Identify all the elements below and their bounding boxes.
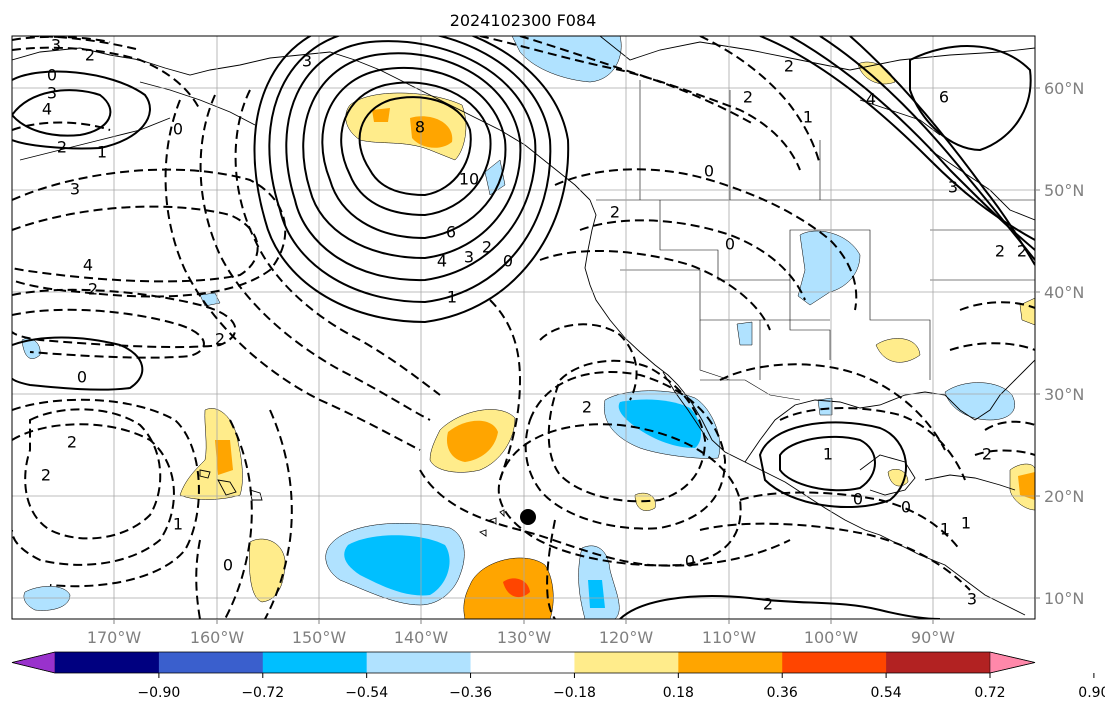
contour-label: 0 (725, 235, 735, 254)
contour-label: 0 (901, 498, 911, 517)
colorbar-tick-label: 0.54 (871, 685, 902, 701)
lat-tick-label: 10°N (1044, 589, 1084, 608)
borders (596, 80, 1035, 401)
colorbar-bin (782, 652, 887, 673)
contour-label: 1 (447, 288, 457, 307)
contour-label: 2 (85, 46, 95, 65)
contour-label: 1 (823, 445, 833, 464)
contour-label: 0 (223, 556, 233, 575)
colorbar-tick-label: −0.36 (449, 685, 492, 701)
colorbar-tick-label: 0.18 (663, 685, 694, 701)
colorbar-tick-label: 0.72 (974, 685, 1005, 701)
contour-label: 2 (482, 238, 492, 257)
lat-tick-label: 60°N (1044, 79, 1084, 98)
colorbar-tick-label: −0.72 (241, 685, 284, 701)
shading-layer (21, 36, 1035, 619)
contour-label: 0 (47, 66, 57, 85)
contour-label: 0 (77, 368, 87, 387)
colorbar-bin (55, 652, 160, 673)
colorbar-bin (470, 652, 575, 673)
contour-label: 1 (803, 108, 813, 127)
contour-label: 6 (446, 223, 456, 242)
contour-label: 3 (51, 36, 61, 55)
colorbar-tick-label: −0.18 (553, 685, 596, 701)
lon-tick-label: 120°W (599, 628, 654, 647)
positive-contours (12, 36, 1035, 619)
contour-label: 2 (784, 57, 794, 76)
contour-label: 2 (982, 445, 992, 464)
contour-label: 3 (967, 590, 977, 609)
lat-tick-label: 20°N (1044, 487, 1084, 506)
contour-label: 2 (743, 88, 753, 107)
contour-label: 4 (83, 256, 93, 275)
colorbar-bin (886, 652, 991, 673)
contour-label: 6 (939, 88, 949, 107)
lon-tick-label: 140°W (394, 628, 449, 647)
lon-tick-label: 160°W (190, 628, 245, 647)
lat-tick-label: 30°N (1044, 385, 1084, 404)
contour-label: 3 (948, 178, 958, 197)
contour-label: 2 (995, 242, 1005, 261)
colorbar-bin (262, 652, 368, 673)
colorbar-bin (366, 652, 472, 673)
colorbar-extend-high (989, 651, 1036, 674)
contour-label: 10 (459, 170, 479, 189)
lon-tick-label: 130°W (497, 628, 552, 647)
contour-label: 0 (704, 162, 714, 181)
colorbar-tick-label: −0.54 (345, 685, 388, 701)
contour-label: 3 (70, 180, 80, 199)
lon-tick-label: 110°W (702, 628, 757, 647)
lon-tick-label: 100°W (804, 628, 859, 647)
storm-center-marker (520, 509, 536, 525)
contour-label: 0 (503, 252, 513, 271)
contour-label: 1 (97, 143, 107, 162)
latitude-ticks: 60°N 50°N 40°N 30°N 20°N 10°N (1035, 79, 1084, 608)
lat-tick-label: 50°N (1044, 181, 1084, 200)
longitude-ticks: 170°W 160°W 150°W 140°W 130°W 120°W 110°W 100°W… (87, 619, 955, 647)
colorbar-ticks: −0.90 −0.72 −0.54 −0.36 −0.18 0.18 0.36 0.54 0.7… (137, 673, 1105, 701)
colorbar-bin (158, 652, 264, 673)
contour-label: 4 (42, 100, 52, 119)
contour-label: 1 (940, 520, 950, 539)
contour-label: 2 (1017, 242, 1027, 261)
contour-label: 2 (610, 203, 620, 222)
contour-label: 2 (215, 330, 225, 349)
contour-label: 4 (866, 90, 876, 109)
lat-tick-label: 40°N (1044, 283, 1084, 302)
map-title: 2024102300 F084 (450, 11, 597, 30)
negative-contours (12, 36, 1035, 619)
lon-tick-label: 150°W (292, 628, 347, 647)
contour-label: 2 (67, 433, 77, 452)
contour-label: 3 (47, 84, 57, 103)
contour-label: 3 (302, 52, 312, 71)
contour-label: 3 (464, 248, 474, 267)
contour-label: 0 (685, 552, 695, 571)
contour-label: 1 (961, 514, 971, 533)
colorbar-outline (11, 651, 1036, 674)
colorbar-tick-label: −0.90 (137, 685, 180, 701)
colorbar (11, 651, 1036, 674)
contour-label: 2 (57, 138, 67, 157)
colorbar-tick-label: 0.90 (1078, 685, 1105, 701)
lon-tick-label: 90°W (911, 628, 955, 647)
contour-label: 2 (41, 466, 51, 485)
lon-tick-label: 170°W (87, 628, 142, 647)
contour-label: 2 (763, 595, 773, 614)
colorbar-bin (678, 652, 783, 673)
colorbar-bin (574, 652, 679, 673)
colorbar-tick-label: 0.36 (767, 685, 798, 701)
coastlines (12, 36, 1035, 616)
contour-label: 4 (437, 252, 447, 271)
colorbar-extend-low (11, 651, 56, 674)
contour-label: 1 (173, 515, 183, 534)
contour-label: 2 (88, 280, 98, 299)
contour-label: 8 (415, 118, 425, 137)
contour-label: 0 (173, 120, 183, 139)
contour-label: 2 (582, 398, 592, 417)
contour-label: 0 (853, 490, 863, 509)
